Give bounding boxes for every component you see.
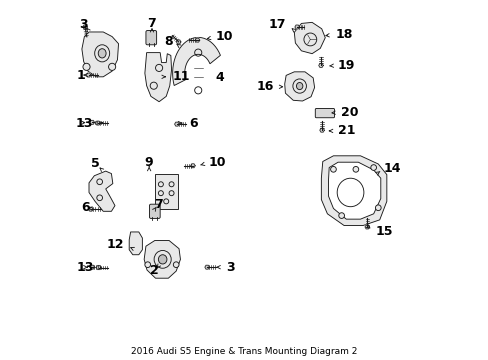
Polygon shape: [96, 266, 101, 270]
Polygon shape: [174, 122, 179, 126]
Polygon shape: [96, 121, 100, 125]
Circle shape: [338, 213, 344, 219]
Polygon shape: [321, 156, 386, 226]
Ellipse shape: [337, 178, 363, 207]
FancyBboxPatch shape: [145, 31, 156, 45]
Text: 17: 17: [268, 18, 286, 31]
Text: 6: 6: [81, 201, 89, 214]
Text: 19: 19: [337, 59, 354, 72]
Circle shape: [83, 63, 90, 71]
Polygon shape: [90, 120, 94, 124]
Circle shape: [330, 166, 336, 172]
Polygon shape: [318, 63, 323, 67]
Polygon shape: [144, 240, 180, 278]
Polygon shape: [90, 265, 94, 269]
Text: 13: 13: [77, 261, 94, 274]
Circle shape: [144, 262, 150, 267]
Text: 21: 21: [337, 125, 354, 138]
Circle shape: [108, 63, 116, 71]
Circle shape: [375, 205, 380, 211]
Text: 3: 3: [79, 18, 88, 31]
Circle shape: [370, 165, 376, 170]
Polygon shape: [294, 22, 325, 54]
Circle shape: [352, 166, 358, 172]
Polygon shape: [81, 32, 118, 77]
Text: 11: 11: [172, 70, 190, 83]
Polygon shape: [89, 171, 115, 211]
Ellipse shape: [158, 255, 166, 264]
Text: 16: 16: [256, 80, 273, 93]
Polygon shape: [144, 53, 171, 102]
Polygon shape: [82, 25, 87, 29]
FancyBboxPatch shape: [149, 204, 160, 219]
Polygon shape: [195, 38, 200, 42]
Text: 15: 15: [375, 225, 392, 238]
Polygon shape: [294, 25, 299, 29]
Polygon shape: [204, 265, 209, 269]
Polygon shape: [190, 164, 195, 168]
Polygon shape: [176, 40, 181, 44]
Text: 3: 3: [225, 261, 234, 274]
Ellipse shape: [296, 82, 302, 90]
Ellipse shape: [98, 49, 106, 58]
Circle shape: [173, 262, 179, 267]
Text: 14: 14: [383, 162, 401, 175]
Polygon shape: [319, 128, 324, 132]
Bar: [155, 174, 177, 209]
FancyBboxPatch shape: [315, 108, 334, 118]
Text: 2: 2: [150, 264, 159, 277]
Text: 8: 8: [163, 35, 172, 48]
Polygon shape: [86, 73, 91, 77]
Text: 7: 7: [154, 198, 163, 211]
Polygon shape: [129, 232, 142, 255]
Polygon shape: [364, 225, 369, 229]
Polygon shape: [88, 207, 93, 211]
Text: 12: 12: [106, 238, 124, 251]
Polygon shape: [328, 162, 380, 219]
Text: 2016 Audi S5 Engine & Trans Mounting Diagram 2: 2016 Audi S5 Engine & Trans Mounting Dia…: [131, 347, 357, 356]
Text: 10: 10: [216, 31, 233, 44]
Polygon shape: [284, 72, 314, 101]
Text: 4: 4: [215, 71, 224, 84]
Text: 9: 9: [144, 157, 153, 170]
Text: 10: 10: [208, 157, 225, 170]
Text: 5: 5: [91, 157, 100, 171]
Text: 7: 7: [147, 17, 156, 30]
Text: 1: 1: [77, 68, 85, 81]
Text: 6: 6: [189, 117, 198, 130]
Polygon shape: [172, 37, 220, 86]
Text: 13: 13: [75, 117, 93, 130]
Text: 18: 18: [335, 28, 352, 41]
Text: 20: 20: [340, 106, 357, 119]
